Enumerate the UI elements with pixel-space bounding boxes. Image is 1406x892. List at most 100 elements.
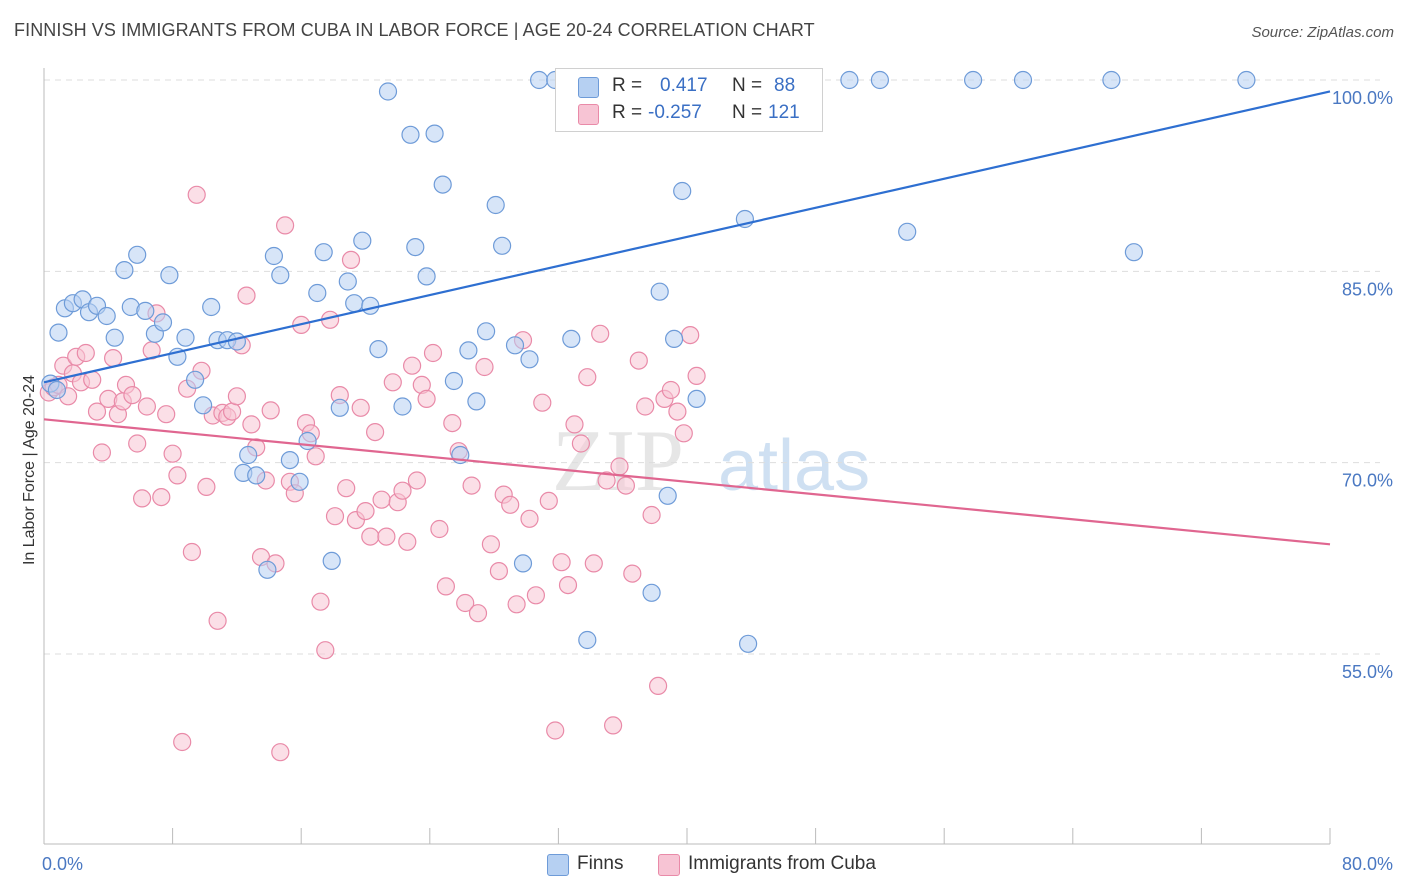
finns-point	[673, 181, 692, 201]
cuba-point	[128, 434, 147, 453]
cuba-point	[520, 509, 539, 528]
cuba-point	[197, 477, 216, 496]
cuba-point	[597, 471, 616, 490]
finns-point	[642, 583, 661, 602]
finns-legend-label: Finns	[577, 853, 624, 874]
n-label: N =	[732, 102, 763, 123]
cuba-point	[526, 586, 546, 605]
finns-point	[186, 370, 205, 389]
y-tick-label: 85.0%	[1342, 279, 1393, 299]
finns-point	[160, 266, 179, 285]
cuba-point	[168, 466, 187, 485]
finns-point	[271, 266, 290, 285]
cuba-point	[383, 373, 402, 392]
cuba-point	[325, 507, 345, 526]
finns-point	[369, 340, 388, 359]
finns-point	[128, 245, 147, 264]
cuba-point	[610, 457, 629, 476]
cuba-point	[558, 575, 578, 595]
cuba-point	[642, 505, 661, 525]
finns-point	[280, 451, 299, 470]
grid-lines	[44, 79, 1380, 655]
stats-legend: R = 0.417 N = 88 R = -0.257 N = 121	[555, 68, 823, 132]
cuba-point	[417, 389, 436, 408]
cuba-point	[674, 424, 693, 443]
r-label: R =	[612, 75, 643, 96]
finns-point	[176, 328, 195, 347]
finns-point	[1124, 243, 1144, 262]
cuba-point	[366, 423, 385, 442]
x-tick-label: 0.0%	[42, 854, 83, 874]
finns-point	[378, 82, 398, 101]
cuba-point	[623, 564, 642, 583]
finns-point	[963, 70, 983, 90]
finns-point	[513, 554, 533, 573]
cuba-point	[462, 476, 481, 495]
legend-row-finns: R = 0.417 N = 88	[556, 75, 822, 99]
cuba-point	[398, 532, 417, 551]
cuba-point	[341, 250, 361, 269]
finns-point	[687, 389, 706, 408]
finns-point	[353, 231, 372, 250]
cuba-point	[152, 488, 171, 507]
finns-point	[493, 236, 512, 255]
cuba-point	[456, 593, 475, 613]
cuba-point	[629, 351, 648, 370]
cuba-point	[133, 489, 152, 508]
cuba-point	[423, 343, 443, 363]
cuba-point	[223, 402, 242, 421]
finns-point	[738, 634, 758, 653]
cuba-point	[668, 402, 687, 421]
r-value: -0.257	[648, 102, 702, 123]
finns-legend-swatch	[547, 854, 569, 876]
finns-point	[290, 472, 309, 491]
finns-point	[393, 397, 412, 416]
cuba-point	[208, 611, 227, 630]
cuba-point	[377, 527, 396, 546]
cuba-point	[584, 554, 603, 573]
cuba-point	[407, 471, 426, 490]
cuba-point	[316, 641, 335, 660]
cuba-point	[507, 595, 526, 614]
finns-point	[49, 323, 68, 342]
cuba-point	[430, 519, 449, 539]
cuba-point	[271, 743, 290, 762]
finns-point	[361, 296, 380, 315]
finns-point	[136, 301, 155, 320]
finns-point	[330, 398, 349, 417]
cuba-trend-line	[43, 418, 1331, 546]
finns-point	[322, 551, 341, 571]
n-label: N =	[732, 75, 763, 96]
finns-point	[664, 329, 684, 348]
trend-lines	[43, 90, 1331, 546]
cuba-point	[276, 216, 295, 235]
finns-point	[264, 246, 283, 266]
r-value: 0.417	[660, 75, 708, 96]
x-tick-labels: 0.0% 80.0%	[42, 854, 1393, 874]
finns-point	[47, 380, 67, 400]
finns-point	[1237, 70, 1256, 90]
finns-point	[194, 396, 213, 415]
finns-point	[406, 238, 425, 257]
cuba-point	[687, 366, 706, 385]
finns-point	[202, 297, 221, 317]
cuba-point	[87, 402, 107, 421]
cuba-point	[533, 393, 552, 412]
finns-point	[467, 392, 486, 411]
finns-point	[401, 125, 420, 144]
cuba-point	[242, 415, 261, 434]
series-finns-points	[41, 70, 1256, 653]
cuba-point	[103, 349, 123, 368]
cuba-point	[552, 553, 571, 572]
chart-title: FINNISH VS IMMIGRANTS FROM CUBA IN LABOR…	[14, 20, 815, 40]
r-label: R =	[612, 102, 643, 123]
cuba-point	[475, 357, 494, 377]
watermark-atlas: atlas	[718, 426, 870, 506]
cuba-point	[137, 397, 156, 416]
finns-point	[258, 560, 277, 579]
finns-point	[562, 329, 581, 348]
n-value: 121	[768, 102, 800, 123]
cuba-point	[468, 604, 488, 623]
finns-point	[239, 445, 258, 465]
cuba-point	[539, 491, 558, 510]
